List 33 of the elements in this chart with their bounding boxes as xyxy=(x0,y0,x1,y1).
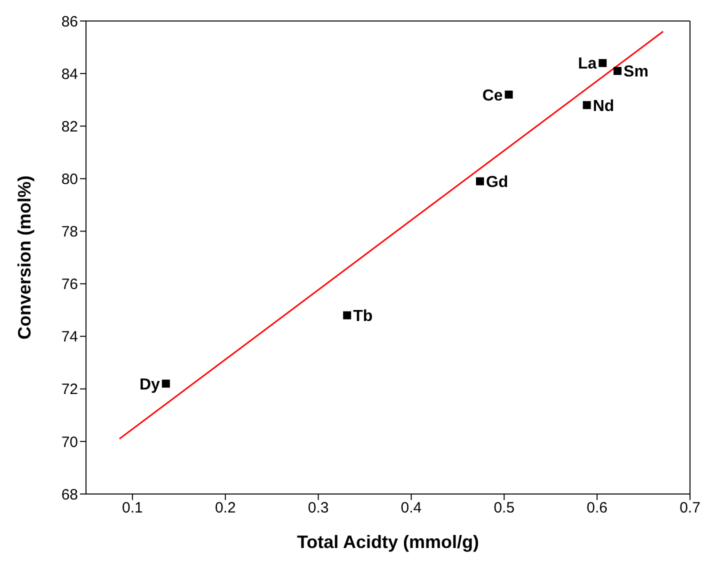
annotation: Dy xyxy=(139,376,160,394)
point xyxy=(598,59,607,68)
point xyxy=(162,380,170,388)
x-tick-label: 0.3 xyxy=(308,500,329,517)
x-tick-label: 0.1 xyxy=(122,500,143,517)
annotation: La xyxy=(578,56,597,73)
y-tick-label: 76 xyxy=(61,276,78,294)
y-tick-label: 70 xyxy=(61,434,78,451)
y-axis-title: Conversion (mol%) xyxy=(14,175,34,340)
point xyxy=(504,90,513,99)
y-tick-label: 80 xyxy=(61,170,78,188)
x-tick-label: 0.2 xyxy=(214,500,236,517)
y-tick-label: 74 xyxy=(61,328,78,346)
y-tick-label: 68 xyxy=(61,486,78,504)
x-tick-label: 0.4 xyxy=(400,500,422,517)
y-tick-label: 84 xyxy=(61,66,78,83)
x-tick-label: 0.5 xyxy=(494,500,515,517)
x-tick-label: 0.6 xyxy=(586,500,608,517)
y-tick-label: 78 xyxy=(61,224,78,241)
annotation: Nd xyxy=(592,98,614,115)
point xyxy=(582,101,591,110)
point xyxy=(343,311,352,320)
annotation: Ce xyxy=(482,87,503,104)
x-axis-title: Total Acidty (mmol/g) xyxy=(297,532,479,552)
point xyxy=(476,177,484,186)
y-tick-label: 86 xyxy=(61,13,78,30)
annotation: Sm xyxy=(624,64,648,81)
annotation: Tb xyxy=(353,308,373,325)
y-tick-label: 82 xyxy=(61,118,78,136)
annotation: Gd xyxy=(486,174,508,191)
y-tick-label: 72 xyxy=(61,381,78,398)
point xyxy=(614,66,622,75)
x-tick-label: 0.7 xyxy=(680,500,700,517)
